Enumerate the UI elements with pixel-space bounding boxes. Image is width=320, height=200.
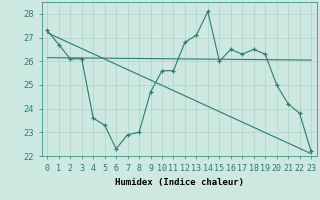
X-axis label: Humidex (Indice chaleur): Humidex (Indice chaleur) <box>115 178 244 187</box>
